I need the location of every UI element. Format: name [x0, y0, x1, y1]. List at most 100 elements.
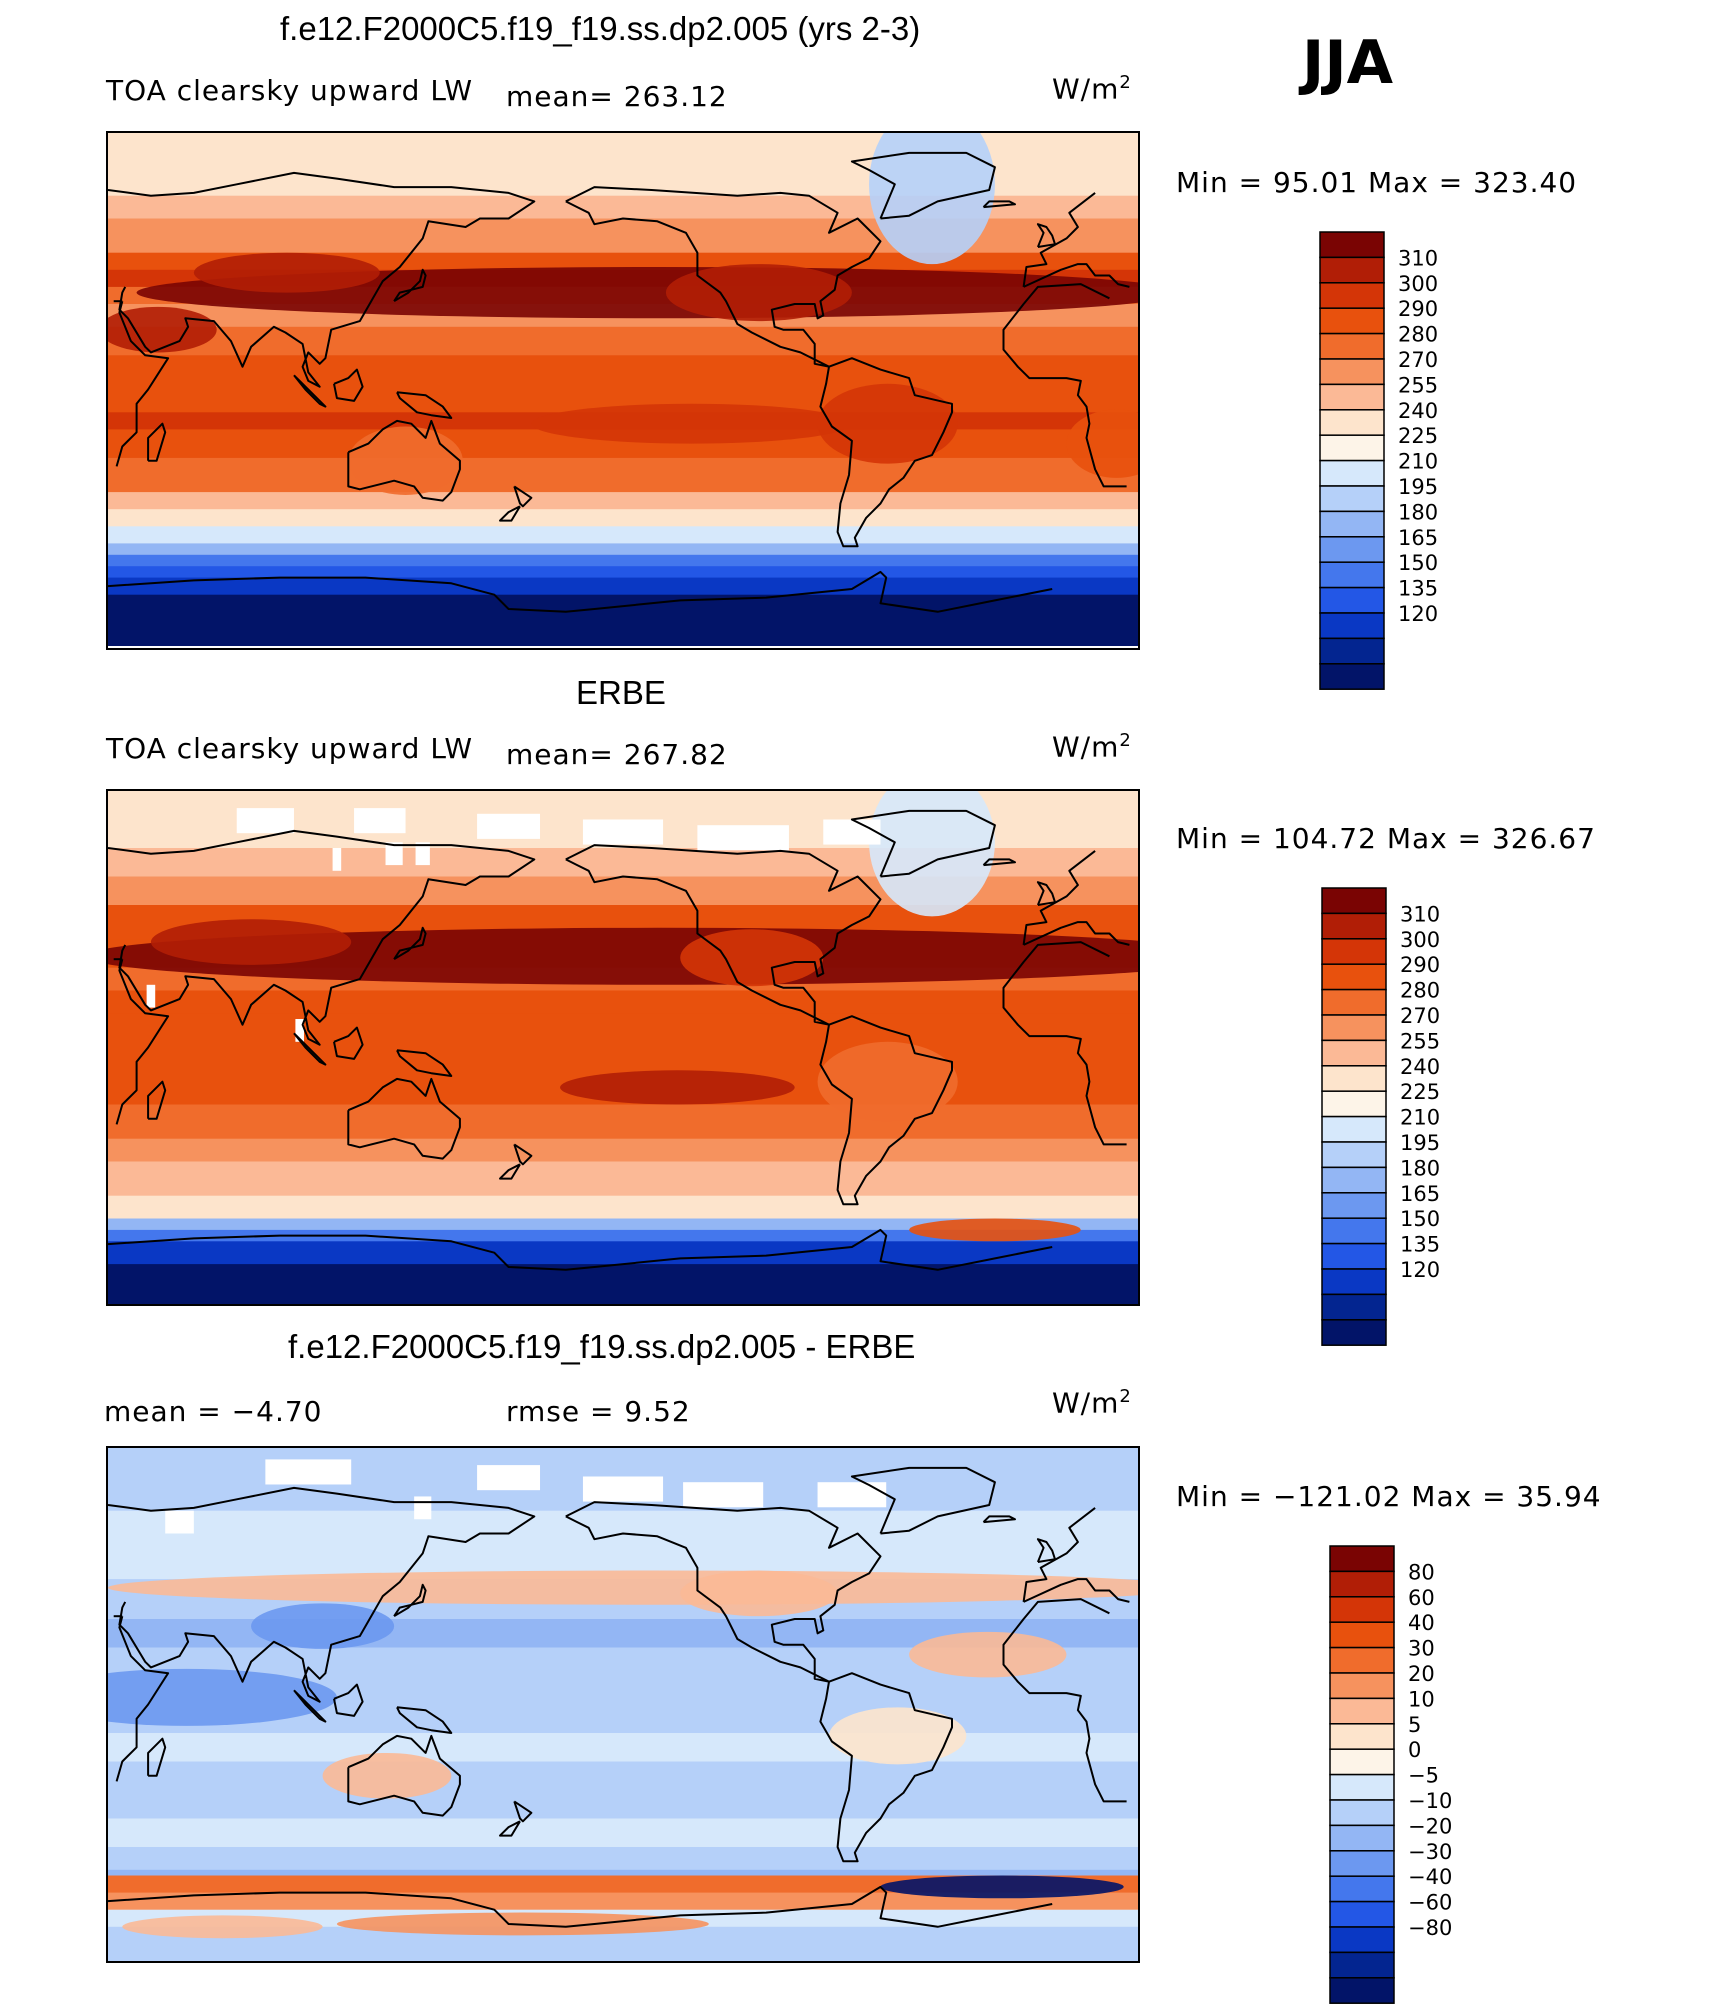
- field-anomaly: [193, 252, 380, 293]
- colorbar-swatch: [1321, 1268, 1387, 1296]
- coastline: [333, 1683, 364, 1717]
- colorbar-swatch: [1319, 536, 1385, 563]
- field-band: [108, 1818, 1138, 1848]
- colorbar-swatch: [1319, 256, 1385, 284]
- coastline: [393, 1583, 427, 1618]
- colorbar-swatch: [1321, 1115, 1387, 1143]
- field-anomaly: [136, 266, 1138, 319]
- panel-3-map: [106, 1446, 1140, 1963]
- coastline: [850, 809, 996, 878]
- field-band: [108, 1761, 1138, 1820]
- field-band: [108, 509, 1138, 527]
- colorbar-tick-label: 280: [1398, 323, 1438, 347]
- colorbar-swatch: [1319, 332, 1385, 360]
- field-band: [108, 554, 1138, 567]
- colorbar-tick-label: 290: [1400, 953, 1440, 977]
- colorbar-tick-label: 150: [1398, 551, 1438, 575]
- colorbar-swatch: [1319, 586, 1385, 614]
- field-band: [108, 594, 1138, 646]
- colorbar-swatch: [1321, 988, 1387, 1016]
- colorbar-tick-label: 310: [1400, 902, 1440, 926]
- missing-data-patch: [146, 984, 156, 1008]
- colorbar-swatch: [1329, 1875, 1395, 1903]
- antarctica-coastline: [108, 570, 1053, 613]
- colorbar-swatch: [1329, 1697, 1395, 1725]
- coastline: [147, 422, 167, 462]
- colorbar-tick-label: 10: [1408, 1687, 1435, 1711]
- colorbar-swatch: [1321, 938, 1387, 965]
- colorbar-swatch: [1329, 1799, 1395, 1827]
- coastline: [115, 958, 170, 1125]
- coastline: [565, 1501, 882, 1683]
- colorbar-tick-label: 120: [1400, 1258, 1440, 1282]
- antarctica-coastline: [108, 1228, 1053, 1271]
- panel-2-title: ERBE: [576, 674, 666, 711]
- coastline: [333, 1026, 364, 1060]
- colorbar-swatch: [1329, 1646, 1395, 1674]
- colorbar-swatch: [1321, 1090, 1387, 1118]
- coastline: [1023, 921, 1130, 946]
- colorbar-swatch: [1319, 485, 1385, 513]
- colorbar-tick-label: 165: [1398, 526, 1438, 550]
- field-anomaly: [817, 383, 958, 464]
- missing-data-patch: [385, 842, 403, 866]
- colorbar-tick-label: 40: [1408, 1611, 1435, 1635]
- panel-1-title: f.e12.F2000C5.f19_f19.ss.dp2.005 (yrs 2-…: [280, 10, 921, 47]
- panel-3-title: f.e12.F2000C5.f19_f19.ss.dp2.005 - ERBE: [288, 1328, 916, 1365]
- colorbar-swatch: [1329, 1570, 1395, 1598]
- field-band: [108, 492, 1138, 510]
- colorbar-swatch: [1321, 1039, 1387, 1067]
- missing-data-patch: [236, 808, 294, 834]
- field-anomaly: [122, 1915, 323, 1939]
- panel-1-colorbar: 310 300 290 280 270 255 240 225 210 195 180 165 150 1…: [1319, 231, 1480, 693]
- panel-2-field-label: TOA clearsky upward LW: [106, 732, 474, 765]
- colorbar-tick-label: 270: [1398, 348, 1438, 372]
- colorbar-tick-label: 165: [1400, 1182, 1440, 1206]
- coastline: [1002, 283, 1127, 488]
- field-anomaly: [1066, 409, 1138, 478]
- field-band: [108, 1138, 1138, 1163]
- coastline: [1002, 941, 1127, 1146]
- colorbar-swatch: [1319, 637, 1385, 665]
- missing-data-patch: [265, 1459, 352, 1485]
- field-anomaly: [909, 1218, 1081, 1242]
- coastline: [819, 1672, 953, 1863]
- colorbar-swatch: [1321, 887, 1387, 915]
- colorbar-tick-label: 225: [1398, 424, 1438, 448]
- panel-2-colorbar: 310 300 290 280 270 255 240 225 210 195 180 165 150 1…: [1321, 887, 1482, 1349]
- coastline: [499, 1820, 521, 1837]
- field-band: [108, 1892, 1138, 1911]
- missing-data-patch: [697, 825, 789, 851]
- field-anomaly: [531, 403, 852, 444]
- colorbar-tick-label: 280: [1400, 979, 1440, 1003]
- coastline: [396, 391, 453, 419]
- field-band: [108, 326, 1138, 356]
- coastline: [819, 1015, 953, 1206]
- colorbar-tick-label: 195: [1400, 1131, 1440, 1155]
- colorbar-tick-label: 195: [1398, 475, 1438, 499]
- colorbar-swatch: [1319, 612, 1385, 640]
- colorbar-swatch: [1319, 663, 1385, 690]
- field-band: [108, 1104, 1138, 1140]
- colorbar-tick-label: 310: [1398, 246, 1438, 270]
- colorbar-swatch: [1321, 963, 1387, 991]
- colorbar-tick-label: −20: [1408, 1814, 1452, 1838]
- colorbar-tick-label: 135: [1398, 577, 1438, 601]
- coastline: [850, 151, 996, 220]
- colorbar-swatch: [1321, 1217, 1387, 1245]
- colorbar-swatch: [1321, 1014, 1387, 1042]
- field-anomaly: [150, 919, 352, 965]
- missing-data-patch: [354, 808, 406, 834]
- colorbar-tick-label: 240: [1400, 1055, 1440, 1079]
- field-anomaly: [665, 264, 852, 322]
- field-band: [108, 1847, 1138, 1871]
- colorbar-swatch: [1329, 1850, 1395, 1877]
- colorbar-tick-label: −10: [1408, 1789, 1452, 1813]
- coastline: [1022, 1507, 1096, 1603]
- coastline: [565, 186, 882, 368]
- missing-data-patch: [477, 1465, 541, 1491]
- panel-3-rmse-label: rmse = 9.52: [506, 1395, 691, 1428]
- colorbar-tick-label: 300: [1398, 272, 1438, 296]
- missing-data-patch: [582, 1476, 664, 1502]
- field-anomaly: [560, 1070, 795, 1105]
